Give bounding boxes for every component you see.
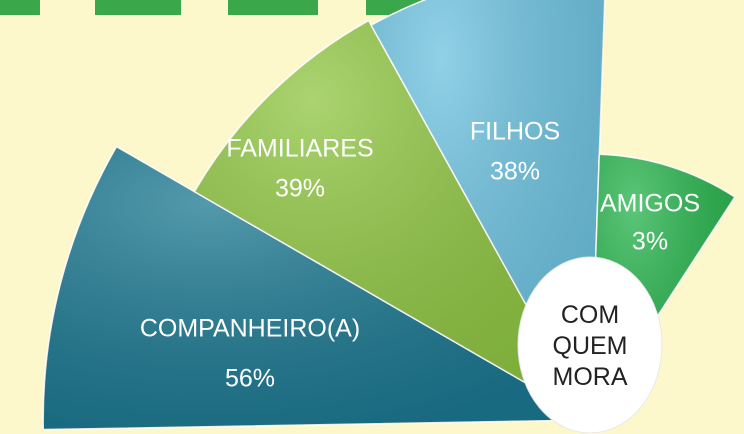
tab[interactable] (0, 0, 40, 15)
category-label: COMPANHEIRO(A) (140, 315, 360, 343)
value-label: 56% (225, 365, 275, 393)
center-label: COM QUEM MORA (552, 300, 628, 391)
tab[interactable] (95, 0, 181, 15)
labels: COMPANHEIRO(A) 56% FAMILIARES 39% FILHOS 38% A… (140, 118, 700, 393)
value-label: 38% (490, 158, 540, 186)
wedges (42, 0, 736, 431)
category-label: FAMILIARES (226, 135, 373, 163)
category-label: AMIGOS (600, 190, 700, 218)
tab[interactable] (228, 0, 318, 15)
value-label: 39% (275, 175, 325, 203)
wedge-shine (43, 146, 590, 430)
wedge-shine (194, 20, 590, 420)
category-label: FILHOS (470, 118, 560, 146)
value-label: 3% (632, 228, 668, 256)
center-ellipse (517, 256, 663, 433)
